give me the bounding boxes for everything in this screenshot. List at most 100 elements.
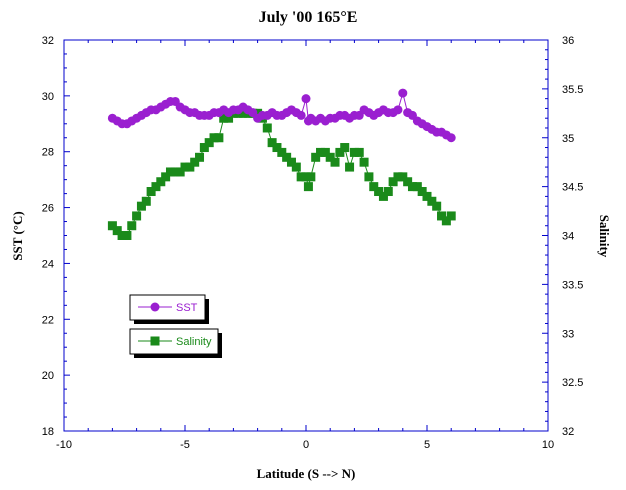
sst-point	[393, 105, 403, 115]
salinity-point	[320, 147, 330, 157]
y2-tick-label: 35	[562, 133, 574, 145]
y-tick-label: 18	[42, 426, 54, 438]
y-axis-title: SST (°C)	[10, 211, 25, 260]
x-tick-label: -10	[56, 439, 72, 451]
salinity-point	[112, 226, 122, 236]
sst-point	[301, 94, 311, 104]
salinity-point	[209, 133, 219, 143]
y-axis-right: 32 32.5 33 33.5 34 34.5 35 35.5 36	[542, 35, 583, 438]
salinity-point	[214, 133, 224, 143]
y-tick-label: 20	[42, 370, 54, 382]
y-tick-label: 24	[42, 258, 54, 270]
salinity-point	[146, 187, 156, 197]
series-layer	[107, 88, 456, 240]
y2-tick-label: 36	[562, 35, 574, 47]
salinity-point	[432, 201, 442, 211]
salinity-point	[422, 191, 432, 201]
salinity-point	[282, 152, 292, 162]
y2-tick-label: 33	[562, 328, 574, 340]
x-axis-title: Latitude (S --> N)	[257, 466, 356, 481]
salinity-point	[296, 172, 306, 182]
x-tick-label: 5	[424, 439, 430, 451]
y-tick-label: 26	[42, 203, 54, 215]
salinity-point	[393, 172, 403, 182]
salinity-point	[388, 177, 398, 187]
x-tick-label: 10	[542, 439, 554, 451]
salinity-point	[364, 172, 374, 182]
y2-tick-label: 33.5	[562, 279, 583, 291]
salinity-point	[441, 216, 451, 226]
salinity-point	[354, 147, 364, 157]
salinity-point	[306, 172, 316, 182]
salinity-point	[316, 147, 326, 157]
y-tick-label: 28	[42, 147, 54, 159]
salinity-point	[378, 191, 388, 201]
x-axis: -10 -5 0 5 10	[56, 40, 554, 451]
salinity-point	[301, 172, 311, 182]
salinity-point	[417, 187, 427, 197]
salinity-point	[398, 172, 408, 182]
salinity-point	[412, 182, 422, 192]
salinity-point	[165, 167, 175, 177]
salinity-point	[267, 138, 277, 148]
salinity-point	[303, 182, 313, 192]
salinity-point	[330, 157, 340, 167]
salinity-point	[311, 152, 321, 162]
salinity-point	[349, 147, 359, 157]
salinity-point	[437, 211, 447, 221]
x-tick-label: -5	[180, 439, 190, 451]
y2-tick-label: 34.5	[562, 182, 583, 194]
salinity-point	[272, 143, 282, 153]
salinity-point	[136, 201, 146, 211]
sst-point	[398, 88, 408, 98]
salinity-point	[374, 187, 384, 197]
salinity-point	[141, 196, 151, 206]
salinity-point	[161, 172, 171, 182]
legend-sst-marker	[150, 302, 160, 312]
salinity-point	[195, 152, 205, 162]
salinity-point	[107, 221, 117, 231]
legend-salinity: Salinity	[129, 328, 222, 358]
salinity-point	[117, 231, 127, 240]
salinity-point	[253, 108, 263, 118]
salinity-point	[335, 147, 345, 157]
legend-salinity-label: Salinity	[176, 336, 212, 348]
y2-tick-label: 32.5	[562, 377, 583, 389]
salinity-point	[156, 177, 166, 187]
salinity-point	[151, 182, 161, 192]
salinity-point	[224, 113, 234, 123]
salinity-point	[359, 157, 369, 167]
salinity-point	[175, 167, 185, 177]
salinity-point	[446, 211, 456, 221]
legend-sst: SST	[129, 294, 209, 324]
chart-title: July '00 165°E	[259, 9, 358, 26]
salinity-point	[190, 157, 200, 167]
salinity-point	[340, 143, 350, 153]
y-tick-label: 32	[42, 35, 54, 47]
sst-point	[296, 110, 306, 120]
salinity-point	[199, 143, 209, 153]
y2-tick-label: 35.5	[562, 84, 583, 96]
legend-salinity-marker	[150, 336, 160, 346]
salinity-point	[277, 147, 287, 157]
y-tick-label: 22	[42, 314, 54, 326]
salinity-point	[407, 182, 417, 192]
salinity-point	[238, 108, 248, 118]
salinity-point	[219, 113, 229, 123]
salinity-point	[369, 182, 379, 192]
y-tick-label: 30	[42, 91, 54, 103]
salinity-point	[262, 123, 272, 133]
salinity-point	[325, 152, 335, 162]
y2-tick-label: 34	[562, 231, 574, 243]
y-axis-left: 18 20 22 24 26 28 30 32	[42, 35, 70, 438]
salinity-point	[403, 177, 413, 187]
x-tick-label: 0	[303, 439, 309, 451]
salinity-point	[383, 187, 393, 197]
salinity-point	[204, 138, 214, 148]
salinity-point	[170, 167, 180, 177]
salinity-point	[127, 221, 137, 231]
salinity-point	[291, 162, 301, 172]
salinity-point	[286, 157, 296, 167]
salinity-point	[180, 162, 190, 172]
